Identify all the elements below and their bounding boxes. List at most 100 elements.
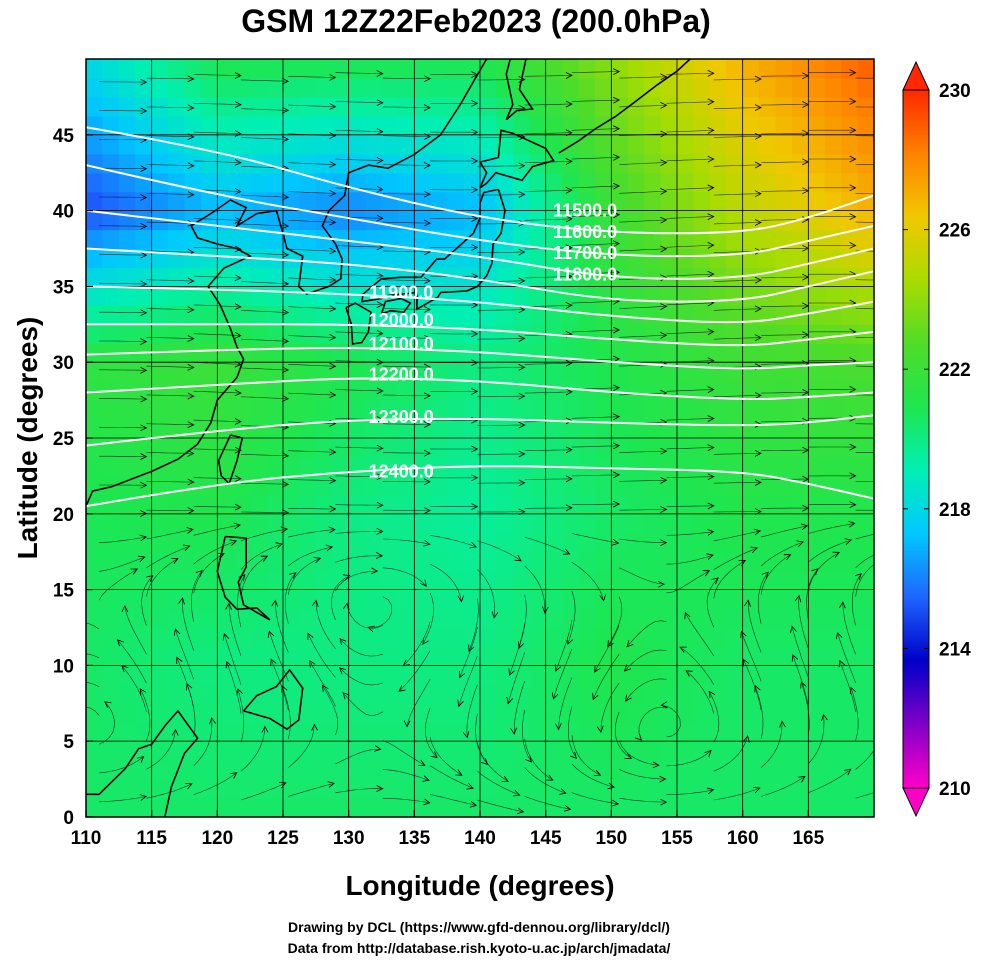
streamline <box>240 281 289 285</box>
y-tick-label: 35 <box>53 277 75 298</box>
streamline-arrowhead <box>423 219 431 227</box>
heat-cell <box>414 115 432 136</box>
heat-cell <box>86 286 104 306</box>
streamline <box>237 688 245 743</box>
heat-cell <box>118 760 136 780</box>
heat-cell <box>86 210 104 231</box>
streamline-arrowhead <box>329 161 337 168</box>
heat-cell <box>365 608 383 629</box>
heat-cell <box>184 229 202 250</box>
heat-cell <box>709 722 727 742</box>
heat-cell <box>283 722 301 742</box>
streamline <box>477 770 520 796</box>
heat-cell <box>627 684 645 704</box>
streamline-arrowhead <box>342 692 350 700</box>
heat-cell <box>168 305 186 325</box>
heat-cell <box>677 779 695 799</box>
heat-cell <box>726 570 744 591</box>
streamline-arrowhead <box>140 338 148 345</box>
streamline <box>458 655 478 707</box>
heat-cell <box>709 381 727 401</box>
heat-cell <box>545 305 563 325</box>
heat-cell <box>660 77 678 98</box>
streamline-arrowhead <box>57 633 63 639</box>
heat-cell <box>562 77 580 98</box>
heat-cell <box>496 59 514 79</box>
streamline-arrowhead <box>139 794 147 801</box>
streamline-arrowhead <box>423 392 431 400</box>
streamline-arrowhead <box>187 363 195 371</box>
streamline-arrowhead <box>281 222 290 230</box>
heat-cell <box>611 229 629 250</box>
heat-cell <box>824 646 842 666</box>
heat-cell <box>200 77 218 98</box>
streamline <box>335 245 383 248</box>
streamline <box>619 567 665 585</box>
heat-cell <box>693 400 711 420</box>
heat-cell <box>709 684 727 704</box>
streamline <box>855 749 874 770</box>
streamline <box>761 132 809 135</box>
heat-cell <box>135 96 153 117</box>
heat-cell <box>250 646 268 666</box>
heat-cell <box>660 513 678 534</box>
heat-cell <box>759 115 777 136</box>
streamline <box>855 164 874 166</box>
heat-cell <box>726 77 744 98</box>
streamline <box>592 654 620 700</box>
heat-cell <box>151 646 169 666</box>
heat-cell <box>283 286 301 306</box>
streamline-arrowhead <box>471 474 479 482</box>
heat-cell <box>742 134 760 155</box>
heat-cell <box>233 684 251 704</box>
contour-label: 11800.0 <box>553 264 617 284</box>
heat-cell <box>824 570 842 591</box>
heat-cell <box>447 722 465 742</box>
heat-cell <box>857 684 874 704</box>
heat-cell <box>627 741 645 761</box>
streamline-arrowhead <box>684 611 691 620</box>
heat-cell <box>151 134 169 155</box>
heat-cell <box>266 324 284 344</box>
heat-cell <box>118 419 136 439</box>
heat-cell <box>660 665 678 685</box>
heat-cell <box>217 608 235 629</box>
streamline-arrowhead <box>513 790 521 797</box>
coast-borneo <box>86 709 199 817</box>
heat-cell <box>611 741 629 761</box>
streamline <box>760 541 804 567</box>
heat-cell <box>841 400 859 420</box>
heat-cell <box>184 381 202 401</box>
heat-cell <box>791 229 809 250</box>
heat-cell <box>480 627 498 648</box>
heat-cell <box>841 134 859 155</box>
y-tick-label: 10 <box>53 656 74 677</box>
streamline-arrowhead <box>518 248 526 256</box>
heat-cell <box>299 229 317 250</box>
heat-cell <box>430 684 448 704</box>
streamline <box>685 612 715 657</box>
heat-cell <box>709 229 727 250</box>
heat-cell <box>512 798 530 817</box>
heat-cell <box>348 96 366 117</box>
y-tick-label: 45 <box>53 126 75 147</box>
heat-cell <box>184 570 202 591</box>
heat-cell <box>480 551 498 572</box>
heat-cell <box>578 115 596 136</box>
heat-cell <box>660 343 678 363</box>
heat-cell <box>283 456 301 477</box>
heat-cell <box>397 494 415 515</box>
streamline-arrowhead <box>707 127 715 134</box>
heat-cell <box>545 210 563 231</box>
heat-cell <box>414 589 432 610</box>
heat-cell <box>118 741 136 761</box>
x-tick-label: 125 <box>267 828 299 849</box>
heat-cell <box>299 248 317 269</box>
streamline <box>99 398 147 400</box>
heat-cell <box>102 362 120 382</box>
streamline-arrowhead <box>612 355 621 363</box>
heat-cell <box>857 229 874 250</box>
heat-cell <box>135 456 153 477</box>
heat-cell <box>266 134 284 155</box>
streamline-arrowhead <box>234 216 242 224</box>
